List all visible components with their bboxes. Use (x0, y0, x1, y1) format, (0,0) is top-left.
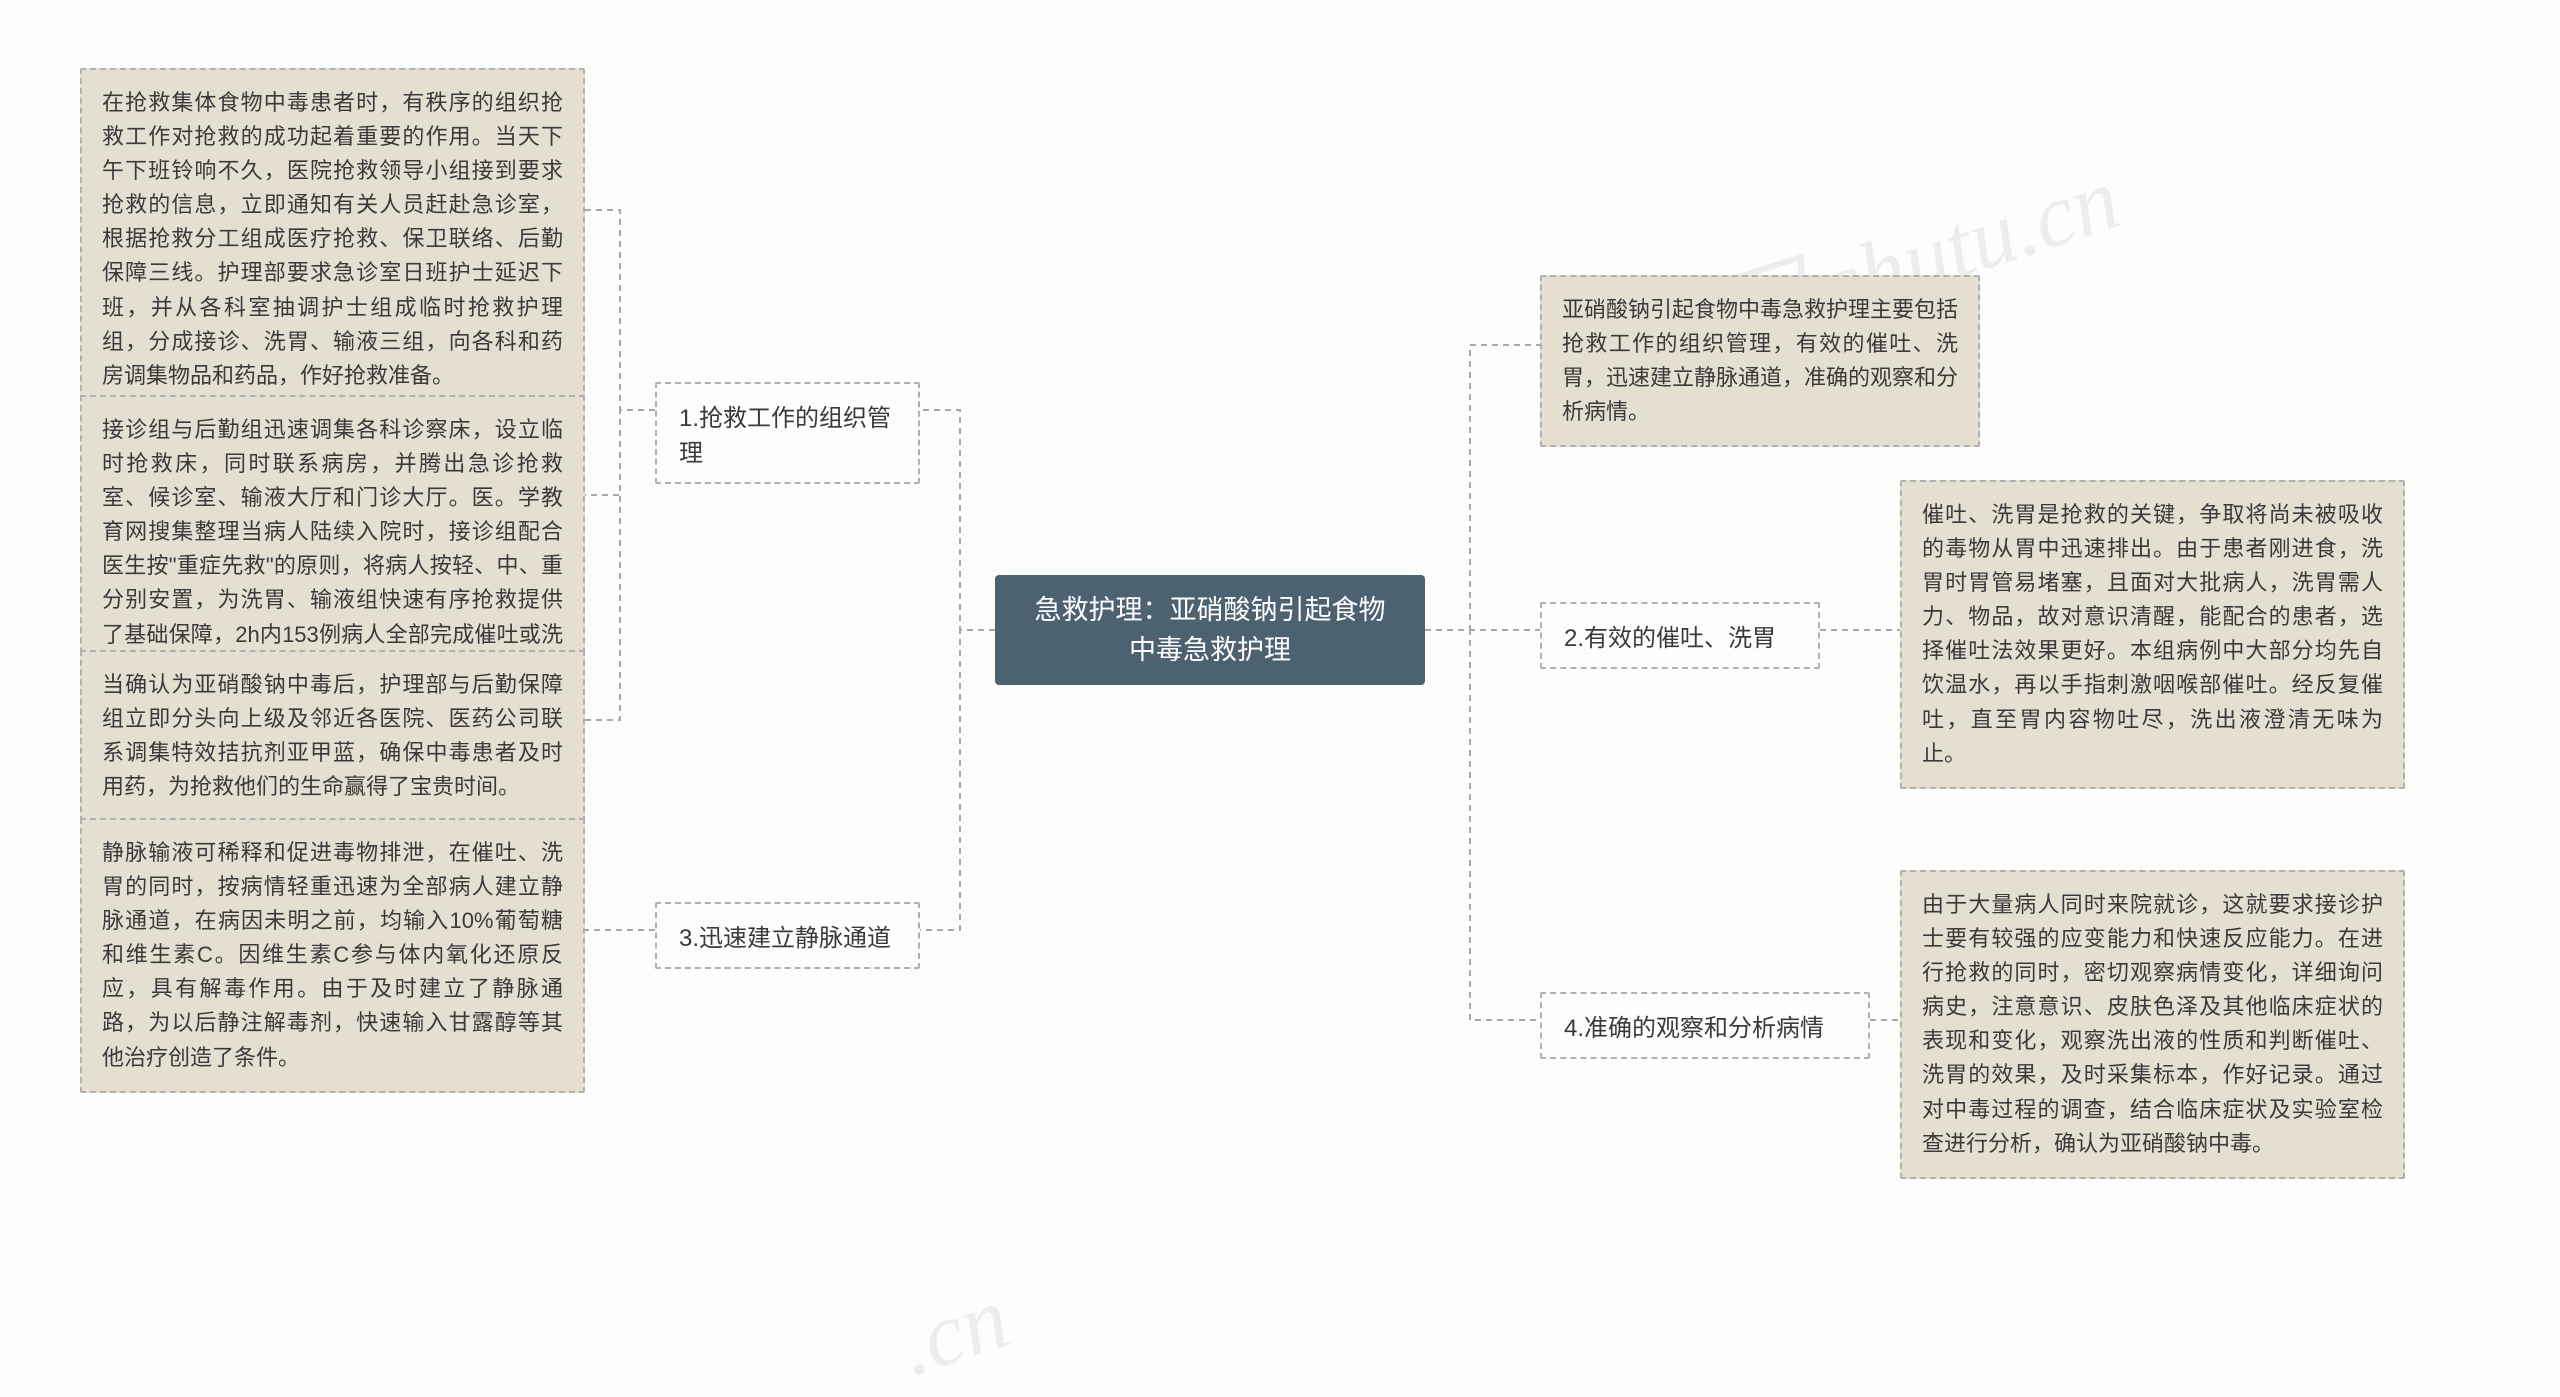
central-topic: 急救护理：亚硝酸钠引起食物中毒急救护理 (995, 575, 1425, 685)
summary-leaf: 亚硝酸钠引起食物中毒急救护理主要包括抢救工作的组织管理，有效的催吐、洗胃，迅速建… (1540, 275, 1980, 447)
leaf-node: 催吐、洗胃是抢救的关键，争取将尚未被吸收的毒物从胃中迅速排出。由于患者刚进食，洗… (1900, 480, 2405, 789)
branch-node-4: 4.准确的观察和分析病情 (1540, 992, 1870, 1059)
branch-node-1: 1.抢救工作的组织管理 (655, 382, 920, 484)
branch-node-2: 2.有效的催吐、洗胃 (1540, 602, 1820, 669)
watermark: .cn (887, 1266, 1021, 1397)
leaf-node: 静脉输液可稀释和促进毒物排泄，在催吐、洗胃的同时，按病情轻重迅速为全部病人建立静… (80, 818, 585, 1093)
leaf-node: 当确认为亚硝酸钠中毒后，护理部与后勤保障组立即分头向上级及邻近各医院、医药公司联… (80, 650, 585, 822)
leaf-node: 在抢救集体食物中毒患者时，有秩序的组织抢救工作对抢救的成功起着重要的作用。当天下… (80, 68, 585, 411)
leaf-node: 由于大量病人同时来院就诊，这就要求接诊护士要有较强的应变能力和快速反应能力。在进… (1900, 870, 2405, 1179)
branch-node-3: 3.迅速建立静脉通道 (655, 902, 920, 969)
